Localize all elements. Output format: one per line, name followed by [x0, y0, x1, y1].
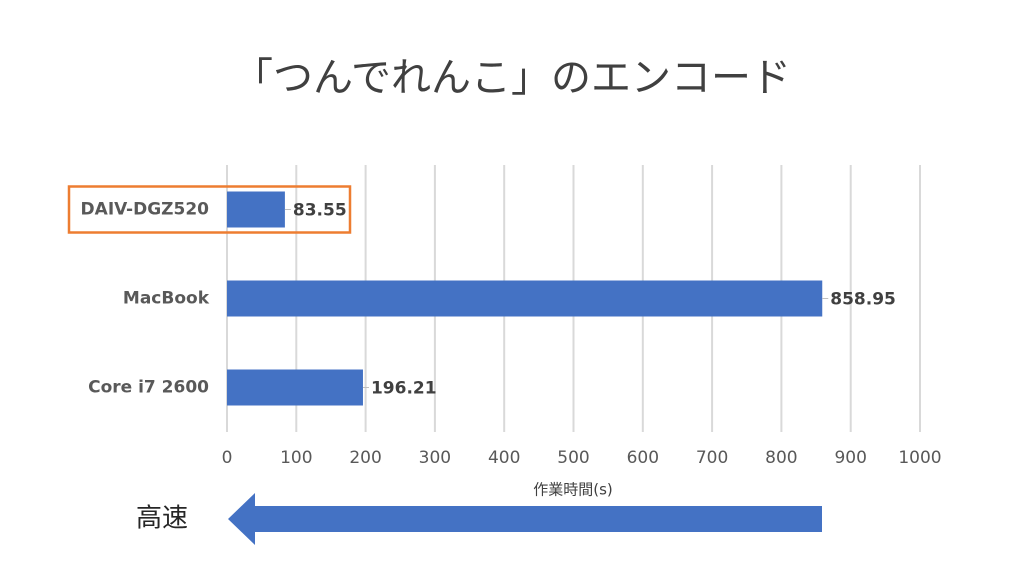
annotation: 高速 [136, 504, 188, 534]
x-tick-label: 600 [627, 448, 659, 468]
x-tick-label: 100 [280, 448, 312, 468]
x-tick-label: 300 [419, 448, 451, 468]
x-tick-label: 0 [222, 448, 233, 468]
bar [227, 280, 823, 317]
value-label: 858.95 [830, 290, 896, 310]
y-tick-label: Core i7 2600 [88, 378, 209, 398]
bar [227, 191, 285, 228]
x-tick-label: 200 [349, 448, 381, 468]
y-tick-label: MacBook [123, 289, 210, 309]
x-tick-label: 800 [765, 448, 797, 468]
x-axis-label: 作業時間(s) [533, 481, 613, 499]
highlight-box [67, 185, 352, 234]
bar [227, 369, 363, 406]
x-tick-label: 1000 [898, 448, 941, 468]
y-tick-label: DAIV-DGZ520 [81, 200, 210, 220]
x-tick-label: 400 [488, 448, 520, 468]
x-tick-label: 900 [834, 448, 866, 468]
speed-arrow [228, 493, 822, 545]
x-tick-label: 500 [557, 448, 589, 468]
value-label: 196.21 [371, 379, 437, 399]
value-label: 83.55 [293, 201, 347, 221]
x-tick-label: 700 [696, 448, 728, 468]
chart-title: 「つんでれんこ」のエンコード [233, 55, 791, 101]
